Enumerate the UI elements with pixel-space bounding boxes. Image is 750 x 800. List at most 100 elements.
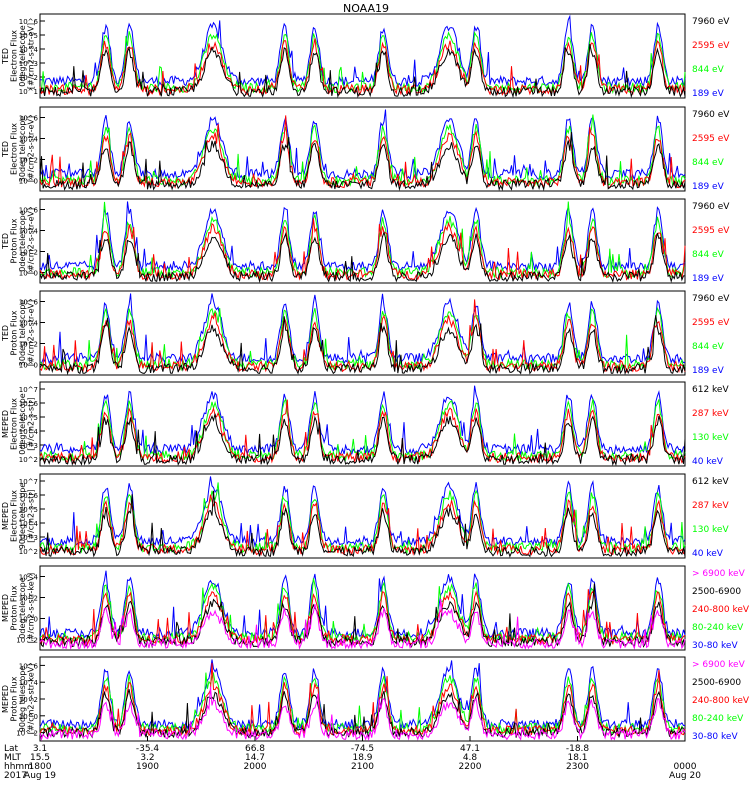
y-tick-label: 10^0 bbox=[19, 270, 38, 278]
series-line bbox=[39, 686, 686, 742]
x-tick-label: Aug 19 bbox=[24, 771, 56, 781]
y-tick-label: 10^5 bbox=[19, 32, 38, 40]
y-tick-label: 10^4 bbox=[19, 679, 39, 687]
x-tick-label: 66.8 bbox=[245, 744, 265, 754]
y-axis-label-line: [#/cm2-s-str] bbox=[27, 489, 36, 542]
legend-entry: > 6900 keV bbox=[692, 660, 746, 670]
y-axis-label: TEDProton Flux30deg telescope[#/cm2-s-st… bbox=[1, 300, 36, 367]
y-tick-label: 10^4 bbox=[19, 574, 39, 582]
plot-frame bbox=[39, 473, 686, 559]
series-line bbox=[39, 38, 686, 97]
y-tick-label: 10^0 bbox=[19, 362, 38, 370]
x-tick-label: 18.9 bbox=[352, 753, 372, 763]
y-tick-label: 10^6 bbox=[19, 299, 39, 307]
x-row-label: MLT bbox=[4, 753, 22, 763]
y-axis-label-line: [#/cm2-s-str-eV] bbox=[27, 208, 36, 274]
y-tick-label: 10^2 bbox=[19, 548, 38, 556]
y-axis-label-line: Electron Flux bbox=[10, 398, 19, 450]
series-line bbox=[39, 570, 686, 640]
legend-entry: 7960 eV bbox=[692, 110, 730, 120]
x-tick-label: -18.8 bbox=[566, 744, 590, 754]
y-tick-label: 10^6 bbox=[19, 492, 39, 500]
legend-entry: > 6900 keV bbox=[692, 569, 746, 579]
legend-entry: 7960 eV bbox=[692, 202, 730, 212]
series-line bbox=[39, 299, 686, 374]
y-axis-label-line: 90deg telescope bbox=[18, 483, 27, 550]
legend-entry: 30-80 keV bbox=[692, 641, 738, 651]
y-axis-label-line: 90deg telescope bbox=[18, 666, 27, 733]
y-tick-label: 10^3 bbox=[19, 534, 38, 542]
y-axis-label-line: 0deg telescope bbox=[18, 25, 27, 86]
legend-entry: 2595 eV bbox=[692, 41, 730, 51]
y-axis-label-line: [#/cm2-s-str-eV] bbox=[27, 23, 36, 89]
series-line bbox=[39, 482, 686, 555]
y-axis-label-line: [#/cm2-s-str-eV] bbox=[27, 300, 36, 366]
legend-entry: 287 keV bbox=[692, 409, 729, 419]
y-axis-label-line: Proton Flux bbox=[10, 585, 19, 630]
y-tick-label: 10^3 bbox=[19, 60, 38, 68]
y-tick-label: 10^-2 bbox=[16, 730, 38, 738]
x-tick-label: 4.8 bbox=[463, 753, 478, 763]
legend-entry: 240-800 keV bbox=[692, 696, 750, 706]
legend-entry: 287 keV bbox=[692, 501, 729, 511]
x-tick-label: 2200 bbox=[459, 762, 482, 772]
x-row-label: hhmm bbox=[4, 762, 33, 772]
plot-frame bbox=[39, 290, 686, 376]
x-tick-label: -35.4 bbox=[136, 744, 160, 754]
x-tick-label: 2000 bbox=[244, 762, 267, 772]
y-tick-label: 10^2 bbox=[19, 456, 38, 464]
y-tick-label: 10^2 bbox=[19, 74, 38, 82]
x-tick-label: 2300 bbox=[566, 762, 589, 772]
series-line bbox=[39, 201, 686, 273]
series-line bbox=[39, 43, 686, 99]
series-line bbox=[39, 583, 686, 649]
y-axis-label-line: Proton Flux bbox=[10, 676, 19, 721]
y-tick-label: 10^7 bbox=[19, 478, 38, 486]
y-axis-label-line: MEPED bbox=[1, 685, 10, 713]
y-tick-label: 10^6 bbox=[19, 115, 39, 123]
y-axis-label-line: Proton Flux bbox=[10, 218, 19, 263]
x-row-label: 2017 bbox=[4, 771, 27, 781]
y-axis-label: MEPEDElectron Flux90deg telescope[#/cm2-… bbox=[1, 483, 36, 550]
series-line bbox=[39, 131, 686, 192]
y-tick-label: 10^0 bbox=[19, 713, 38, 721]
y-axis-label: MEPEDElectron Flux0deg telescope[#/cm2-s… bbox=[1, 393, 36, 454]
y-tick-label: 10^2 bbox=[19, 696, 38, 704]
y-tick-label: 10^2 bbox=[19, 595, 38, 603]
figure-title: NOAA19 bbox=[343, 2, 389, 15]
series-line bbox=[39, 230, 685, 284]
x-tick-label: -74.5 bbox=[351, 744, 374, 754]
y-tick-label: 10^4 bbox=[19, 320, 39, 328]
legend-entry: 844 eV bbox=[692, 158, 725, 168]
y-axis-label-line: [#/cm2-s-str] bbox=[27, 397, 36, 450]
legend-entry: 844 eV bbox=[692, 65, 725, 75]
y-axis-label-line: TED bbox=[1, 325, 10, 342]
plot-frame bbox=[39, 106, 686, 192]
y-axis-label: MEPEDProton Flux0deg telescope[#/cm2-s-s… bbox=[1, 573, 36, 644]
y-axis-label-line: MEPED bbox=[1, 594, 10, 622]
legend-entry: 844 eV bbox=[692, 250, 725, 260]
y-tick-label: 10^6 bbox=[19, 400, 39, 408]
plot-frame bbox=[39, 381, 686, 467]
legend-entry: 612 keV bbox=[692, 477, 729, 487]
series-line bbox=[39, 109, 686, 182]
series-line bbox=[39, 218, 686, 282]
x-tick-label: 47.1 bbox=[460, 744, 480, 754]
y-axis-label-line: TED bbox=[1, 233, 10, 250]
y-tick-label: 10^3 bbox=[19, 442, 38, 450]
series-line bbox=[39, 306, 686, 372]
y-axis-label-line: 30deg telescope bbox=[18, 300, 27, 367]
y-tick-label: 10^4 bbox=[19, 520, 39, 528]
legend-entry: 80-240 keV bbox=[692, 623, 744, 633]
legend-entry: 7960 eV bbox=[692, 17, 730, 27]
legend-entry: 40 keV bbox=[692, 549, 724, 559]
legend-entry: 2595 eV bbox=[692, 226, 730, 236]
